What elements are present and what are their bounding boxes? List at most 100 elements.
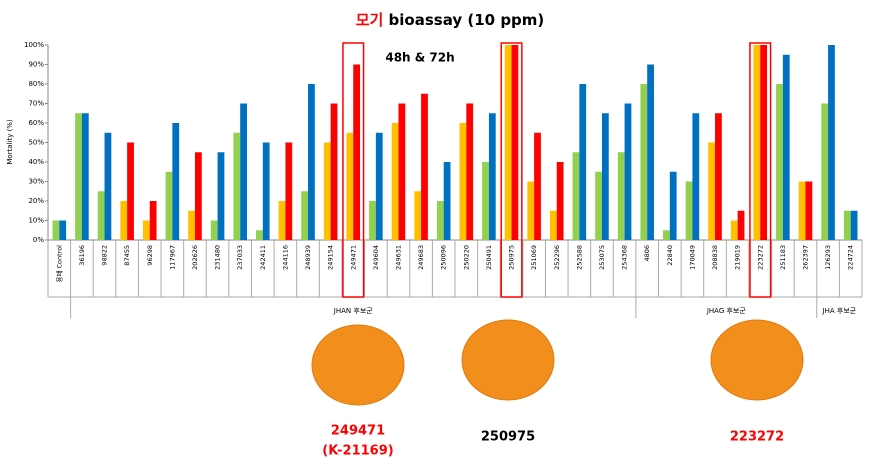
bar bbox=[278, 201, 286, 240]
bar bbox=[97, 191, 105, 240]
bar bbox=[482, 162, 489, 240]
bar bbox=[240, 103, 247, 240]
compound-structure bbox=[311, 324, 405, 406]
bar bbox=[421, 93, 428, 240]
chart-title: 모기 bioassay (10 ppm) bbox=[356, 11, 545, 29]
bar bbox=[572, 152, 580, 240]
bar bbox=[52, 220, 60, 240]
bar bbox=[443, 162, 451, 240]
bar bbox=[330, 103, 338, 240]
bar bbox=[165, 171, 173, 240]
bar bbox=[782, 54, 790, 240]
x-tick-label: 250096 bbox=[440, 245, 448, 270]
bar bbox=[149, 201, 157, 240]
x-tick-label: 98822 bbox=[101, 245, 109, 266]
y-tick-label: 0% bbox=[33, 236, 44, 244]
x-tick-label: 126293 bbox=[824, 245, 832, 270]
bar bbox=[369, 201, 376, 240]
bar bbox=[172, 123, 180, 240]
bar bbox=[301, 191, 309, 240]
bar bbox=[715, 113, 722, 240]
y-tick-label: 30% bbox=[28, 178, 44, 186]
x-tick-label: 250220 bbox=[462, 245, 470, 270]
bar bbox=[142, 220, 150, 240]
bar bbox=[527, 181, 535, 240]
bar bbox=[120, 201, 128, 240]
bar bbox=[692, 113, 700, 240]
bar bbox=[663, 230, 670, 240]
x-tick-label: 231480 bbox=[214, 245, 222, 270]
compound-code: (K-21169) bbox=[322, 444, 393, 459]
y-tick-label: 60% bbox=[28, 119, 44, 127]
y-tick-label: 100% bbox=[24, 41, 44, 49]
bar bbox=[534, 132, 541, 240]
bar bbox=[210, 220, 218, 240]
highlight-box bbox=[500, 42, 523, 298]
bar bbox=[798, 181, 806, 240]
x-tick-label: 용매 Control bbox=[55, 245, 63, 283]
bar bbox=[737, 210, 745, 240]
x-tick-label: 249604 bbox=[372, 245, 380, 270]
bar bbox=[81, 113, 89, 240]
bar bbox=[256, 230, 263, 240]
title-text: bioassay (10 ppm) bbox=[389, 11, 545, 29]
bar bbox=[730, 220, 738, 240]
bar bbox=[595, 171, 602, 240]
bar bbox=[579, 84, 587, 240]
x-tick-label: 4806 bbox=[643, 245, 651, 262]
bar bbox=[828, 45, 835, 240]
x-tick-label: 244116 bbox=[281, 245, 289, 270]
bar bbox=[414, 191, 422, 240]
x-tick-label: 87455 bbox=[123, 245, 131, 266]
x-tick-label: 250491 bbox=[485, 245, 493, 270]
y-tick-label: 20% bbox=[28, 197, 44, 205]
bar bbox=[104, 132, 112, 240]
bar bbox=[459, 123, 467, 240]
compound-name: 250975 bbox=[481, 430, 535, 445]
y-axis-label: Mortality (%) bbox=[6, 119, 14, 165]
title-highlight: 모기 bbox=[356, 11, 384, 29]
x-tick-label: 170049 bbox=[688, 245, 696, 270]
x-tick-label: 202626 bbox=[191, 245, 199, 270]
x-tick-label: 22840 bbox=[666, 245, 674, 266]
bar bbox=[391, 123, 399, 240]
bar bbox=[549, 210, 557, 240]
x-tick-label: 36196 bbox=[78, 245, 86, 266]
bar bbox=[233, 132, 241, 240]
x-tick-label: 208838 bbox=[711, 245, 719, 270]
bar bbox=[685, 181, 693, 240]
compound-name: 223272 bbox=[730, 430, 784, 445]
x-tick-label: 237033 bbox=[236, 245, 244, 270]
x-tick-label: 249631 bbox=[394, 245, 402, 270]
highlight-box bbox=[342, 42, 365, 298]
y-tick-label: 80% bbox=[28, 80, 44, 88]
group-label: JHAN 후보군 bbox=[333, 307, 373, 315]
x-tick-label: 251069 bbox=[530, 245, 538, 270]
x-tick-label: 249471 bbox=[349, 245, 357, 270]
group-label: JHAG 후보군 bbox=[706, 307, 747, 315]
group-label: JHA 후보군 bbox=[822, 307, 857, 315]
x-tick-label: 253075 bbox=[598, 245, 606, 270]
annotation: 48h & 72h bbox=[385, 51, 454, 65]
x-tick-label: 219019 bbox=[734, 245, 742, 270]
bar bbox=[398, 103, 406, 240]
x-tick-label: 117967 bbox=[168, 245, 176, 270]
x-tick-label: 251183 bbox=[779, 245, 787, 270]
x-tick-label: 262397 bbox=[801, 245, 809, 270]
x-tick-label: 254368 bbox=[621, 245, 629, 270]
bar bbox=[850, 210, 858, 240]
bar bbox=[760, 45, 768, 240]
x-tick-label: 224724 bbox=[847, 245, 855, 270]
bar bbox=[624, 103, 632, 240]
bar bbox=[617, 152, 625, 240]
bar bbox=[805, 181, 813, 240]
bar bbox=[488, 113, 496, 240]
bar bbox=[556, 162, 564, 240]
y-tick-label: 40% bbox=[28, 158, 44, 166]
bar bbox=[511, 45, 519, 240]
bar bbox=[669, 171, 677, 240]
x-tick-label: 96298 bbox=[146, 245, 154, 266]
bar bbox=[323, 142, 331, 240]
bar bbox=[285, 142, 293, 240]
